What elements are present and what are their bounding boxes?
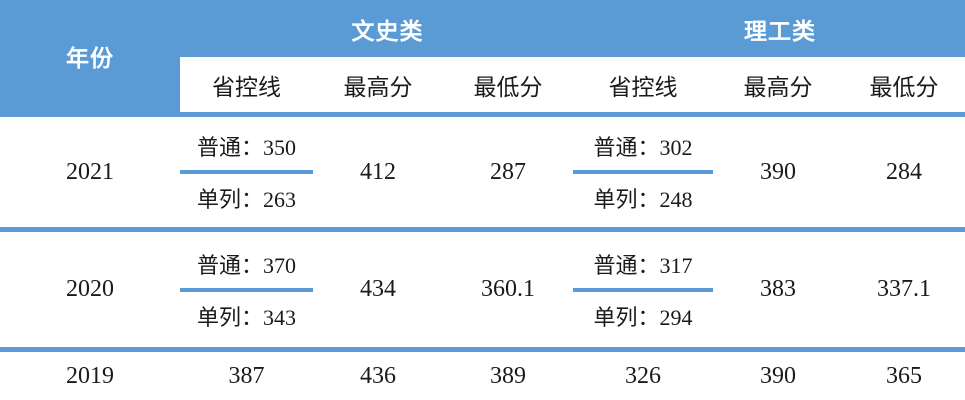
row-divider [0,347,965,352]
column-header-wenshi-shengkongxian: 省控线 [180,57,313,112]
cell-2020-ligong-shengkongxian: 普通：317 单列：294 [573,232,713,347]
value-putong: 普通：317 [593,252,693,278]
cell-2021-ligong-zuigaofen: 390 [760,158,796,185]
column-header-ligong-zuidifen: 最低分 [843,57,965,112]
cell-2020-ligong-zuigaofen: 383 [760,276,796,302]
column-header-wenshi-zuidifen: 最低分 [443,57,573,112]
cell-2019-wenshi-shengkongxian: 387 [228,362,265,389]
cell-2021-wenshi-zuidifen: 287 [490,158,526,185]
cell-2020-ligong-zuidifen: 337.1 [877,276,931,302]
cell-year-2019: 2019 [66,362,114,389]
row-divider [0,227,965,232]
cell-2021-ligong-zuidifen: 284 [886,158,922,185]
value-danlie: 单列：263 [196,187,296,212]
cell-2019-ligong-shengkongxian: 326 [625,362,661,389]
cell-inner-divider [573,287,713,292]
cell-year-2021: 2021 [66,158,114,185]
value-putong: 普通：370 [196,252,296,278]
value-danlie: 单列：343 [196,304,296,330]
cell-2020-wenshi-shengkongxian: 普通：370 单列：343 [180,232,313,347]
cell-2019-wenshi-zuigaofen: 436 [360,362,396,389]
cell-2021-ligong-shengkongxian: 普通：302 单列：248 [573,117,713,227]
cell-2019-ligong-zuigaofen: 390 [760,362,796,389]
value-putong: 普通：302 [593,135,693,160]
value-danlie: 单列：248 [593,187,693,212]
cell-inner-divider [180,170,313,174]
cell-2021-wenshi-zuigaofen: 412 [360,158,396,185]
header-divider [0,112,965,117]
cell-2020-wenshi-zuigaofen: 434 [360,276,396,302]
cell-2019-ligong-zuidifen: 365 [886,362,922,389]
cell-2020-wenshi-zuidifen: 360.1 [481,276,535,302]
value-putong: 普通：350 [196,135,296,160]
cell-year-2020: 2020 [66,276,114,302]
cell-2019-wenshi-zuidifen: 389 [490,362,526,389]
column-header-year: 年份 [0,0,180,112]
column-header-wenshi-zuigaofen: 最高分 [313,57,443,112]
cell-2021-wenshi-shengkongxian: 普通：350 单列：263 [180,117,313,227]
column-header-ligong-zuigaofen: 最高分 [713,57,843,112]
column-header-ligong-shengkongxian: 省控线 [573,57,713,112]
group-header-wenshi: 文史类 [180,0,573,57]
group-header-ligong: 理工类 [573,0,965,57]
value-danlie: 单列：294 [593,304,693,330]
cell-inner-divider [573,170,713,174]
cell-inner-divider [180,287,313,292]
